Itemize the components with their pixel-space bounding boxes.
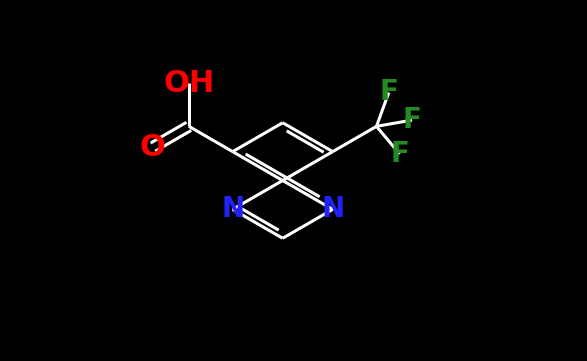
Text: N: N [221, 195, 244, 223]
Text: F: F [403, 106, 421, 134]
Text: OH: OH [163, 69, 214, 97]
Text: F: F [379, 78, 398, 106]
Text: F: F [390, 140, 409, 168]
Text: O: O [140, 132, 166, 162]
Text: N: N [321, 195, 344, 223]
